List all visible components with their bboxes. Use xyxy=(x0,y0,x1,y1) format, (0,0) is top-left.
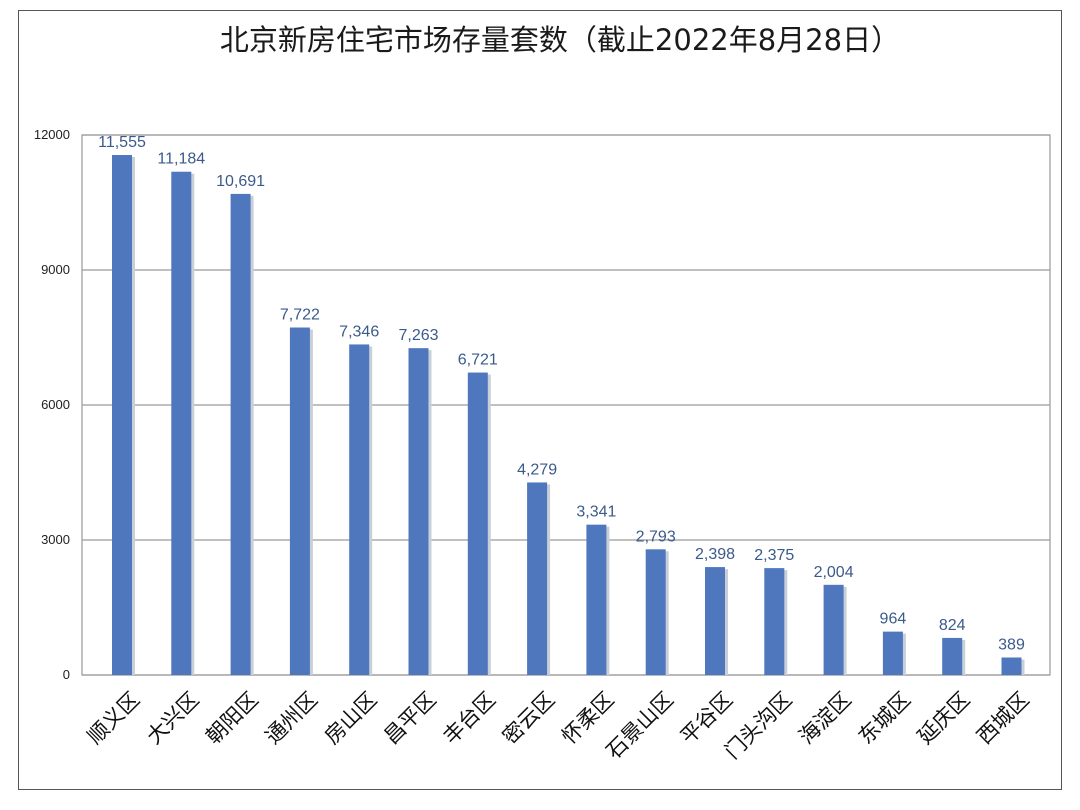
bar-2 xyxy=(230,193,251,675)
bar-7 xyxy=(527,482,548,675)
x-tick-label: 丰台区 xyxy=(439,687,501,749)
bars xyxy=(112,155,1025,675)
x-tick-label: 通州区 xyxy=(261,687,323,749)
x-tick-label: 顺义区 xyxy=(83,687,145,749)
bar-12 xyxy=(823,584,844,675)
value-label: 389 xyxy=(998,636,1025,653)
value-label: 6,721 xyxy=(458,352,498,369)
bar-13 xyxy=(882,631,903,675)
bar-14 xyxy=(942,637,963,675)
value-label: 4,279 xyxy=(517,461,557,478)
x-tick-label: 密云区 xyxy=(498,687,560,749)
value-label: 2,398 xyxy=(695,546,735,563)
x-tick-label: 朝阳区 xyxy=(201,687,263,749)
y-tick-label: 3000 xyxy=(41,532,70,547)
grid-lines xyxy=(81,134,1051,676)
value-label: 2,004 xyxy=(814,564,854,581)
x-tick-label: 西城区 xyxy=(972,687,1034,749)
x-tick-label: 延庆区 xyxy=(913,687,975,749)
value-label: 2,375 xyxy=(754,547,794,564)
value-label: 7,722 xyxy=(280,307,320,324)
x-tick-label: 东城区 xyxy=(854,687,916,749)
value-label: 964 xyxy=(880,611,907,628)
value-label: 7,263 xyxy=(398,327,438,344)
value-labels: 11,555 11,184 10,691 7,722 7,346 7,263 6,721 4,… xyxy=(98,134,1025,653)
bar-5 xyxy=(408,348,429,675)
value-label: 10,691 xyxy=(216,173,265,190)
value-label: 824 xyxy=(939,617,966,634)
bar-8 xyxy=(586,524,607,675)
value-label: 11,555 xyxy=(98,134,146,151)
bar-0 xyxy=(112,155,132,675)
bar-15 xyxy=(1001,657,1022,675)
value-label: 3,341 xyxy=(576,504,616,521)
bar-10 xyxy=(705,567,725,675)
y-tick-label: 12000 xyxy=(34,127,70,142)
y-tick-label: 0 xyxy=(63,667,70,682)
y-axis-ticks: 0 3000 6000 9000 12000 xyxy=(34,127,70,682)
x-tick-label: 大兴区 xyxy=(142,687,204,749)
value-label: 7,346 xyxy=(339,323,379,340)
bar-1 xyxy=(171,171,192,675)
x-tick-label: 房山区 xyxy=(320,687,382,749)
x-tick-label: 昌平区 xyxy=(379,687,441,749)
bar-11 xyxy=(764,568,785,675)
x-axis-labels: 顺义区大兴区朝阳区通州区房山区昌平区丰台区密云区怀柔区石景山区平谷区门头沟区海淀… xyxy=(83,687,1034,763)
chart-title: 北京新房住宅市场存量套数（截止2022年8月28日） xyxy=(220,23,900,57)
bar-3 xyxy=(289,327,310,675)
y-tick-label: 9000 xyxy=(41,262,70,277)
x-tick-label: 海淀区 xyxy=(794,687,856,749)
bar-9 xyxy=(645,549,666,675)
bar-6 xyxy=(467,372,488,675)
value-label: 11,184 xyxy=(157,151,205,168)
value-label: 2,793 xyxy=(636,528,676,545)
bar-4 xyxy=(349,344,370,675)
y-tick-label: 6000 xyxy=(41,397,70,412)
